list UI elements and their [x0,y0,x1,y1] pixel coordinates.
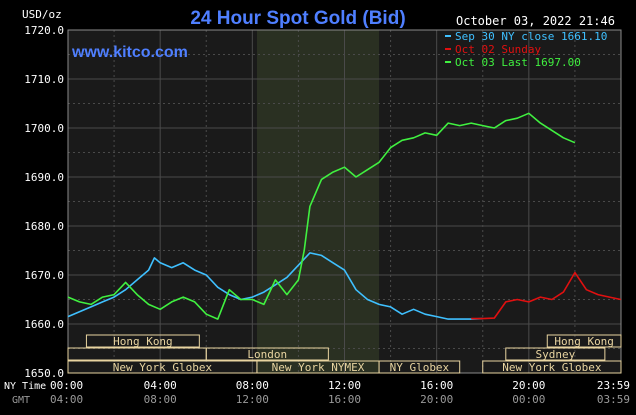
ny-time-axis-label: NY Time [4,381,46,392]
x-tick-label-gmt: 03:59 [597,393,630,406]
session-label-ny-globex: NY Globex [390,361,450,374]
y-tick-label: 1700.0 [24,122,64,135]
grid-lines [67,29,622,374]
session-label-new-york-nymex: New York NYMEX [272,361,365,374]
x-axis: 00:00 04:00 08:00 12:00 16:00 20:00 23:5904:00… [50,379,630,406]
session-label-new-york-globex-2: New York Globex [502,361,602,374]
session-label-new-york-globex-1: New York Globex [113,361,213,374]
x-tick-label-ny: 23:59 [597,379,630,392]
y-tick-label: 1710.0 [24,73,64,86]
x-tick-label-gmt: 20:00 [420,393,453,406]
unit-label: USD/oz [22,8,62,21]
x-tick-label-ny: 04:00 [144,379,177,392]
series-line-1 [471,271,621,320]
session-band-hong-kong-1 [85,334,200,348]
legend-item-oct02: Oct 02 Sunday [455,43,541,56]
x-tick-label-ny: 16:00 [420,379,453,392]
legend: Sep 30 NY close 1661.10 Oct 02 Sunday Oc… [445,30,607,69]
y-axis: 1720.0 1710.0 1700.0 1690.0 1680.0 1670.0 1660… [24,24,64,380]
session-band-london [205,347,329,361]
session-label-sydney: Sydney [535,348,575,361]
session-label-hong-kong-2: Hong Kong [554,335,614,348]
x-tick-label-ny: 00:00 [50,379,83,392]
x-tick-label-gmt: 08:00 [144,393,177,406]
y-tick-label: 1680.0 [24,220,64,233]
series-line-0 [67,252,483,320]
series-line-2 [67,112,576,320]
y-tick-label: 1660.0 [24,318,64,331]
y-tick-label: 1650.0 [24,367,64,380]
x-tick-label-ny: 12:00 [328,379,361,392]
x-tick-label-ny: 08:00 [236,379,269,392]
chart-title: 24 Hour Spot Gold (Bid) [190,8,405,29]
x-tick-label-gmt: 00:00 [512,393,545,406]
y-tick-label: 1720.0 [24,24,64,37]
gmt-axis-label: GMT [12,395,30,406]
x-tick-label-ny: 20:00 [512,379,545,392]
datetime-stamp: October 03, 2022 21:46 [456,14,615,28]
y-tick-label: 1690.0 [24,171,64,184]
session-label-hong-kong-1: Hong Kong [113,335,173,348]
site-link[interactable]: www.kitco.com [71,44,188,61]
session-band-hong-kong-2 [546,334,622,348]
session-label-london: London [247,348,287,361]
session-band-new-york-globex-2 [482,360,622,374]
session-band-ny-globex [378,360,461,374]
session-band-sydney [505,347,606,361]
y-tick-label: 1670.0 [24,269,64,282]
legend-item-sep30: Sep 30 NY close 1661.10 [455,30,607,43]
x-tick-label-gmt: 04:00 [50,393,83,406]
x-tick-label-gmt: 16:00 [328,393,361,406]
series-layer [67,112,621,320]
x-tick-label-gmt: 12:00 [236,393,269,406]
legend-item-oct03: Oct 03 Last 1697.00 [455,56,581,69]
